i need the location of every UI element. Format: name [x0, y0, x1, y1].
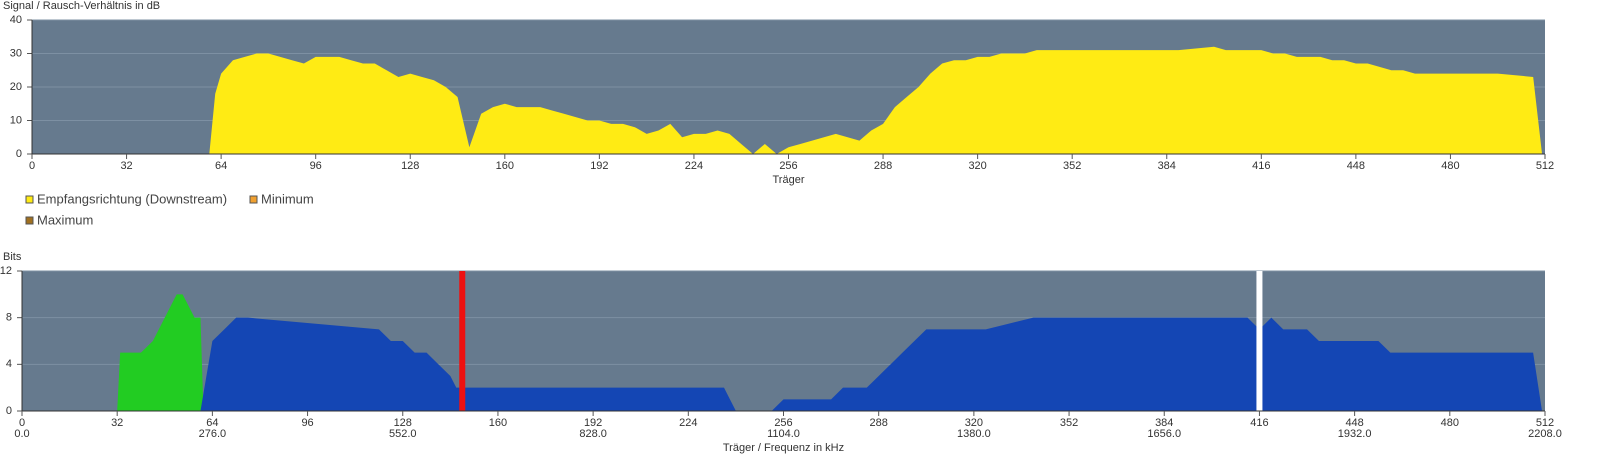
legend-label: Minimum — [261, 191, 314, 206]
x-tick-label: 224 — [685, 160, 703, 172]
y-axis-label: Bits — [3, 251, 22, 263]
y-axis-label: Signal / Rausch-Verhältnis in dB — [3, 0, 160, 12]
x-tick-label: 480 — [1441, 417, 1459, 429]
legend-swatch — [25, 216, 34, 225]
y-tick-label: 40 — [10, 14, 22, 26]
x-tick-label: 32 — [111, 417, 123, 429]
marker-line — [459, 271, 466, 411]
x2-tick-label: 276.0 — [199, 428, 227, 440]
x-tick-label: 160 — [496, 160, 514, 172]
x-tick-label: 192 — [584, 417, 602, 429]
legend-label: Empfangsrichtung (Downstream) — [37, 191, 227, 206]
y-tick-label: 8 — [6, 312, 12, 324]
x-tick-label: 512 — [1536, 160, 1554, 172]
area — [200, 317, 1543, 411]
x-tick-label: 448 — [1345, 417, 1363, 429]
x-tick-label: 512 — [1536, 417, 1554, 429]
x-tick-label: 384 — [1158, 160, 1176, 172]
x2-tick-label: 0.0 — [14, 428, 29, 440]
marker-line — [1256, 271, 1263, 411]
x-tick-label: 288 — [874, 160, 892, 172]
x-tick-label: 352 — [1060, 417, 1078, 429]
x-tick-label: 96 — [301, 417, 313, 429]
x-tick-label: 128 — [401, 160, 419, 172]
x2-tick-label: 1380.0 — [957, 428, 991, 440]
x-tick-label: 96 — [310, 160, 322, 172]
x-axis-label: Träger / Frequenz in kHz — [723, 442, 844, 454]
legend-swatch — [249, 195, 258, 204]
x-tick-label: 352 — [1063, 160, 1081, 172]
x-tick-label: 160 — [489, 417, 507, 429]
x2-tick-label: 552.0 — [389, 428, 417, 440]
x-axis-label: Träger — [773, 174, 805, 186]
x2-tick-label: 1932.0 — [1338, 428, 1372, 440]
x-tick-label: 224 — [679, 417, 697, 429]
x-tick-label: 64 — [206, 417, 218, 429]
x-tick-label: 0 — [29, 160, 35, 172]
y-tick-label: 30 — [10, 47, 22, 59]
x-tick-label: 384 — [1155, 417, 1173, 429]
x-tick-label: 320 — [968, 160, 986, 172]
legend-label: Maximum — [37, 212, 93, 227]
x2-tick-label: 1104.0 — [767, 428, 800, 440]
x-tick-label: 448 — [1347, 160, 1365, 172]
x-tick-label: 480 — [1441, 160, 1459, 172]
x-tick-label: 32 — [120, 160, 132, 172]
x-tick-label: 192 — [590, 160, 608, 172]
legend-swatch — [25, 195, 34, 204]
area — [117, 294, 204, 411]
x-tick-label: 256 — [774, 417, 792, 429]
y-tick-label: 0 — [6, 405, 12, 417]
x-tick-label: 128 — [394, 417, 412, 429]
x-tick-label: 0 — [19, 417, 25, 429]
x-tick-label: 416 — [1250, 417, 1268, 429]
area — [32, 46, 1543, 154]
y-tick-label: 4 — [6, 358, 12, 370]
x2-tick-label: 2208.0 — [1528, 428, 1562, 440]
y-tick-label: 20 — [10, 81, 22, 93]
x-tick-label: 256 — [779, 160, 797, 172]
y-tick-label: 10 — [10, 114, 22, 126]
x2-tick-label: 828.0 — [579, 428, 607, 440]
x-tick-label: 320 — [965, 417, 983, 429]
x-tick-label: 288 — [870, 417, 888, 429]
y-tick-label: 12 — [0, 265, 12, 277]
x2-tick-label: 1656.0 — [1147, 428, 1181, 440]
x-tick-label: 64 — [215, 160, 227, 172]
x-tick-label: 416 — [1252, 160, 1270, 172]
y-tick-label: 0 — [16, 148, 22, 160]
